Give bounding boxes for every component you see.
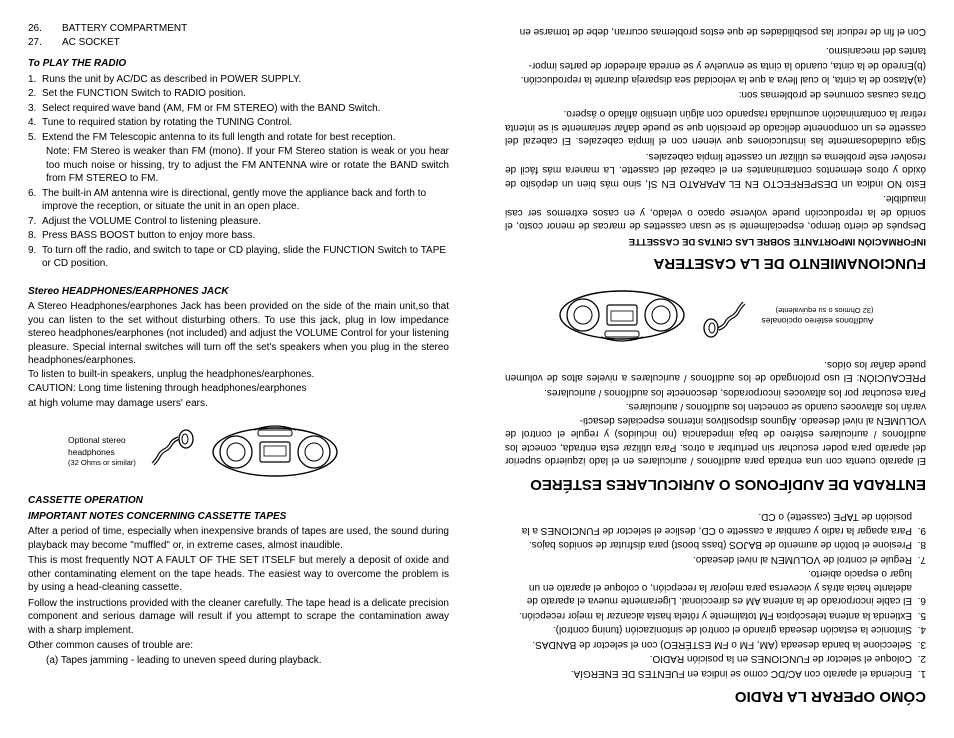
r3: Select required wave band (AM, FM or FM … bbox=[42, 102, 380, 116]
hp-para4: at high volume may damage users' ears. bbox=[28, 397, 449, 411]
fig-caption: Optional stereo headphones (32 Ohms or s… bbox=[68, 435, 136, 468]
heading-audifonos: ENTRADA DE AUDÍFONOS O AURICULARES ESTÉR… bbox=[505, 474, 926, 494]
headphone-figure-es: Audífonos estéreo opcionales (32 Ohmios … bbox=[505, 288, 926, 350]
p2: Esto NO indica un DESPERFECTO EN EL APAR… bbox=[505, 149, 926, 190]
r4: Tune to required station by rotating the… bbox=[42, 116, 292, 130]
c2: This is most frequently NOT A FAULT OF T… bbox=[28, 554, 449, 595]
text-26: BATTERY COMPARTMENT bbox=[62, 22, 187, 36]
r5-note: Note: FM Stereo is weaker than FM (mono)… bbox=[28, 145, 449, 186]
hp-para2: To listen to built-in speakers, unplug t… bbox=[28, 368, 449, 382]
p8: Con el fin de reducir las posibilidades … bbox=[505, 24, 926, 38]
fig-caption-es: Audífonos estéreo opcionales (32 Ohmios … bbox=[762, 305, 874, 327]
p4: Otras causas comunes de problemas son: bbox=[505, 87, 926, 101]
num-26: 26. bbox=[28, 22, 62, 36]
r8: Press BASS BOOST button to enjoy more ba… bbox=[42, 229, 255, 243]
boombox-icon bbox=[210, 418, 340, 480]
c5: (a) Tapes jamming - leading to uneven sp… bbox=[28, 654, 449, 668]
p5: (a)Atasco de la cinta, lo cual lleva a q… bbox=[505, 73, 926, 87]
s6: El cable incorporado de la antena AM es … bbox=[505, 567, 912, 608]
p1: Después de cierto tiempo, especialmente … bbox=[505, 192, 926, 233]
p6: (b)Enredo de la cinta, cuando la cinta s… bbox=[505, 58, 926, 72]
headphone-figure: Optional stereo headphones (32 Ohms or s… bbox=[68, 418, 449, 480]
hp-para1: A Stereo Headphones/earphones Jack has b… bbox=[28, 300, 449, 368]
s3: Seleccione la banda deseada (AM, FM o FM… bbox=[532, 637, 912, 651]
a2: varán los altavoces cuando se conecten l… bbox=[505, 400, 926, 414]
headphone-icon bbox=[150, 429, 196, 469]
r7: Adjust the VOLUME Control to listening p… bbox=[42, 215, 261, 229]
boombox-icon bbox=[558, 288, 688, 350]
c3: Follow the instructions provided with th… bbox=[28, 597, 449, 638]
a3: Para escuchar por los altavoces incorpor… bbox=[505, 386, 926, 400]
s4: Sintonice la estación deseada girando el… bbox=[553, 623, 912, 637]
item-26: 26. BATTERY COMPARTMENT bbox=[28, 22, 449, 36]
c4: Other common causes of trouble are: bbox=[28, 639, 449, 653]
left-page: 26. BATTERY COMPARTMENT 27. AC SOCKET To… bbox=[0, 0, 477, 738]
right-page: CÓMO OPERAR LA RADIO 1.Encienda el apara… bbox=[477, 0, 954, 738]
p3: Siga cuidadosamente las instrucciones qu… bbox=[505, 107, 926, 148]
s1: Encienda el aparato con AC/DC como se in… bbox=[571, 666, 912, 680]
heading-info-cassette: INFORMACIÓN IMPORTANTE SOBRE LAS CINTAS … bbox=[505, 234, 926, 247]
hp-para3: CAUTION: Long time listening through hea… bbox=[28, 382, 449, 396]
heading-play-radio: To PLAY THE RADIO bbox=[28, 57, 449, 71]
s9: Para apagar la radio y cambiar a cassett… bbox=[505, 510, 912, 537]
r9: To turn off the radio, and switch to tap… bbox=[42, 244, 449, 271]
headphone-icon bbox=[702, 299, 748, 339]
s8: Presione el botón de aumento de BAJOS (b… bbox=[529, 538, 912, 552]
num-27: 27. bbox=[28, 36, 62, 50]
item-27: 27. AC SOCKET bbox=[28, 36, 449, 50]
r2: Set the FUNCTION Switch to RADIO positio… bbox=[42, 87, 246, 101]
r1: Runs the unit by AC/DC as described in P… bbox=[42, 73, 301, 87]
r5: Extend the FM Telescopic antenna to its … bbox=[42, 131, 395, 145]
s2: Coloque el selector de FUNCIONES en la p… bbox=[650, 652, 912, 666]
heading-cassette-op: CASSETTE OPERATION bbox=[28, 494, 449, 508]
s7: Regule el control de VOLUMEN al nivel de… bbox=[693, 552, 912, 566]
text-27: AC SOCKET bbox=[62, 36, 120, 50]
heading-casetera: FUNCIONAMIENTO DE LA CASETERA bbox=[505, 253, 926, 273]
c1: After a period of time, especially when … bbox=[28, 525, 449, 552]
heading-como-operar: CÓMO OPERAR LA RADIO bbox=[505, 686, 926, 706]
s5: Extienda la antena telescópica FM totalm… bbox=[519, 608, 912, 622]
heading-notes: IMPORTANT NOTES CONCERNING CASSETTE TAPE… bbox=[28, 510, 449, 524]
p7: tantes del mecanismo. bbox=[505, 44, 926, 58]
r6: The built-in AM antenna wire is directio… bbox=[42, 187, 449, 214]
a1: El aparato cuenta con una entrada para a… bbox=[505, 414, 926, 468]
heading-headphones: Stereo HEADPHONES/EARPHONES JACK bbox=[28, 285, 449, 299]
a4: PRECAUCIÓN: El uso prolongado de los aud… bbox=[505, 358, 926, 385]
